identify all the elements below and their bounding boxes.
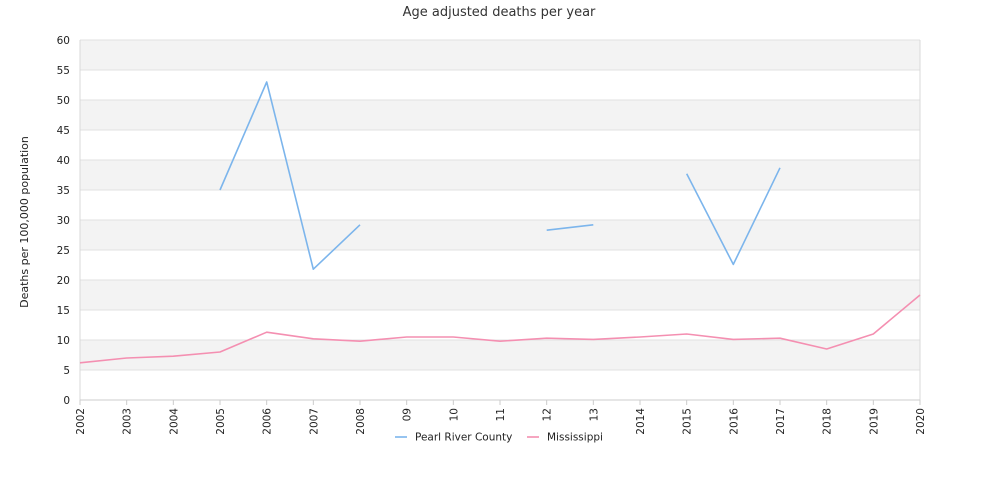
series-line-segment <box>546 224 594 231</box>
x-tick-label: 2007 <box>308 408 320 435</box>
x-tick-label: 09 <box>402 408 414 421</box>
legend: Pearl River County Mississippi <box>395 432 603 444</box>
x-tick-label: 2015 <box>682 408 694 435</box>
chart-title: Age adjusted deaths per year <box>403 5 596 20</box>
x-tick-label: 2002 <box>75 408 87 435</box>
grid-band <box>80 100 920 130</box>
series-lines <box>79 81 921 364</box>
legend-label: Mississippi <box>547 432 603 444</box>
y-tick-label: 50 <box>57 95 70 107</box>
x-tick-label: 13 <box>588 408 600 421</box>
y-tick-label: 25 <box>57 245 70 257</box>
grid-band <box>80 160 920 190</box>
series-pearl-river-county <box>219 81 781 270</box>
x-tick-label: 2018 <box>822 408 834 435</box>
y-tick-label: 40 <box>57 155 70 167</box>
legend-item: Pearl River County <box>395 432 512 444</box>
grid-band <box>80 40 920 70</box>
legend-item: Mississippi <box>527 432 603 444</box>
x-tick-label: 12 <box>542 408 554 421</box>
grid-bands <box>80 40 920 370</box>
grid-lines <box>80 39 920 401</box>
y-tick-label: 5 <box>63 365 70 377</box>
series-line-segment <box>79 294 921 364</box>
x-tick-label: 2008 <box>355 408 367 435</box>
grid-band <box>80 220 920 250</box>
x-tick-label: 2017 <box>775 408 787 435</box>
x-tick-label: 2019 <box>868 408 880 435</box>
x-tick-label: 2014 <box>635 408 647 435</box>
y-tick-label: 55 <box>57 65 70 77</box>
y-tick-label: 0 <box>63 395 70 407</box>
x-tick-label: 2003 <box>122 408 134 435</box>
y-tick-label: 15 <box>57 305 70 317</box>
x-tick-label: 2020 <box>915 408 927 435</box>
x-tick-label: 2016 <box>728 408 740 435</box>
y-tick-label: 30 <box>57 215 70 227</box>
grid-band <box>80 280 920 310</box>
grid-band <box>80 340 920 370</box>
x-tick-label: 11 <box>495 408 507 421</box>
series-line-segment <box>685 167 781 266</box>
y-axis-ticks: 0 5 10 15 20 25 30 35 40 45 50 55 60 <box>57 35 70 407</box>
y-tick-label: 20 <box>57 275 70 287</box>
x-axis-ticks: 2002 2003 2004 2005 2006 2007 2008 09 10 11 12 13 20… <box>75 400 927 435</box>
y-tick-label: 45 <box>57 125 70 137</box>
x-tick-label: 2005 <box>215 408 227 435</box>
y-tick-label: 10 <box>57 335 70 347</box>
y-axis-label: Deaths per 100,000 population <box>18 136 31 308</box>
series-line-segment <box>219 81 361 270</box>
y-tick-label: 35 <box>57 185 70 197</box>
x-tick-label: 10 <box>448 408 460 421</box>
x-tick-label: 2004 <box>168 408 180 435</box>
series-mississippi <box>79 294 921 364</box>
legend-label: Pearl River County <box>415 432 512 444</box>
y-tick-label: 60 <box>57 35 70 47</box>
x-tick-label: 2006 <box>262 408 274 435</box>
